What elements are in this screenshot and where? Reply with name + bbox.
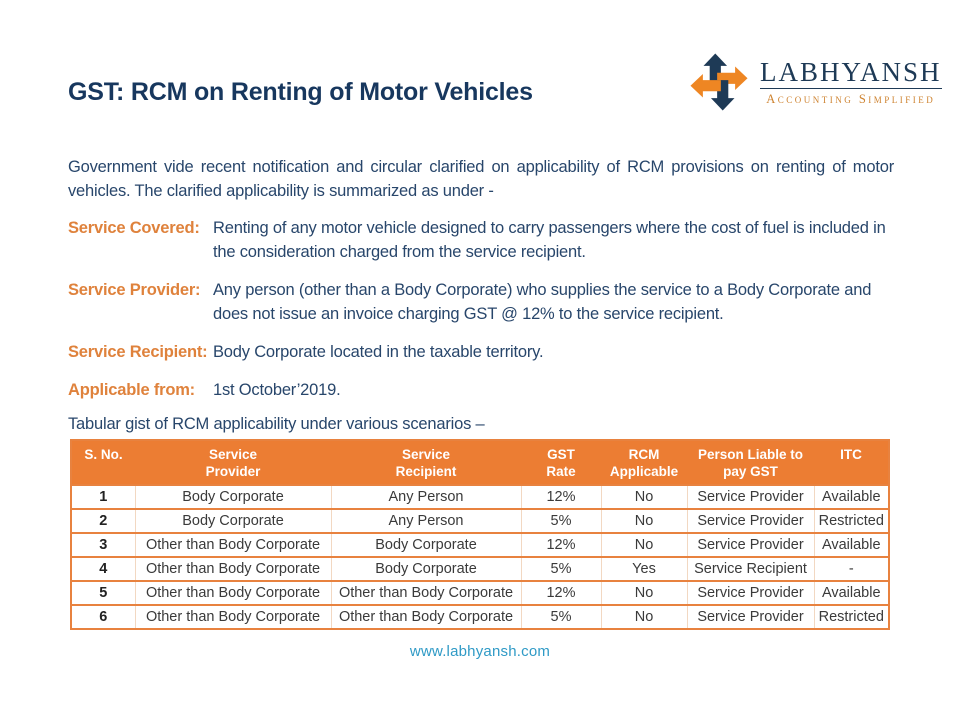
- table-cell: 12%: [520, 580, 602, 605]
- definition-row: Service Provider: Any person (other than…: [68, 278, 894, 326]
- definition-row: Applicable from: 1st October’2019.: [68, 378, 894, 402]
- logo: LABHYANSH Accounting Simplified: [688, 50, 942, 114]
- table-cell: Available: [813, 532, 889, 557]
- table-cell: Other than Body Corporate: [330, 604, 522, 629]
- definition-row: Service Covered: Renting of any motor ve…: [68, 216, 894, 264]
- table-cell: Other than Body Corporate: [134, 532, 332, 557]
- table-cell: Any Person: [330, 508, 522, 533]
- table-intro-line: Tabular gist of RCM applicability under …: [68, 415, 485, 433]
- table-cell: No: [600, 580, 688, 605]
- table-row: 6 Other than Body Corporate Other than Bod…: [71, 604, 889, 629]
- table-cell: Body Corporate: [330, 556, 522, 581]
- column-header: Person Liable to pay GST: [687, 440, 814, 485]
- definitions-list: Service Covered: Renting of any motor ve…: [68, 216, 894, 416]
- table-cell: Body Corporate: [134, 484, 332, 509]
- table-cell: Body Corporate: [330, 532, 522, 557]
- logo-name: LABHYANSH: [760, 56, 942, 87]
- column-header: GST Rate: [521, 440, 601, 485]
- logo-divider: [760, 87, 942, 89]
- table-cell: -: [813, 556, 889, 581]
- table-row: 1 Body Corporate Any Person 12% No Service Pr…: [71, 484, 889, 509]
- table-cell: Service Recipient: [686, 556, 815, 581]
- table-cell: Other than Body Corporate: [134, 580, 332, 605]
- column-header: Service Recipient: [331, 440, 521, 485]
- table-cell: 6: [71, 604, 136, 629]
- table-cell: No: [600, 484, 688, 509]
- table-cell: 5%: [520, 604, 602, 629]
- table-cell: Restricted: [813, 508, 889, 533]
- table-head: S. No. Service Provider Service Recipient G…: [71, 440, 889, 485]
- table-cell: Service Provider: [686, 580, 815, 605]
- table-cell: 5%: [520, 556, 602, 581]
- column-header: ITC: [814, 440, 889, 485]
- table-cell: Service Provider: [686, 604, 815, 629]
- table-cell: 12%: [520, 532, 602, 557]
- table-cell: Yes: [600, 556, 688, 581]
- column-header: S. No.: [71, 440, 135, 485]
- table-header-row: S. No. Service Provider Service Recipient G…: [71, 440, 889, 485]
- table-row: 4 Other than Body Corporate Body Corporate…: [71, 556, 889, 581]
- table-cell: 1: [71, 484, 136, 509]
- page-title: GST: RCM on Renting of Motor Vehicles: [68, 78, 533, 106]
- table-cell: Body Corporate: [134, 508, 332, 533]
- definition-label: Service Recipient:: [68, 343, 208, 361]
- table-cell: Other than Body Corporate: [134, 556, 332, 581]
- table-cell: 5%: [520, 508, 602, 533]
- definition-row: Service Recipient: Body Corporate locate…: [68, 340, 894, 364]
- table-cell: Service Provider: [686, 508, 815, 533]
- table-row: 3 Other than Body Corporate Body Corporate…: [71, 532, 889, 557]
- table-cell: Other than Body Corporate: [330, 580, 522, 605]
- table-cell: 2: [71, 508, 136, 533]
- pinwheel-arrows-icon: [688, 50, 750, 114]
- table-row: 2 Body Corporate Any Person 5% No Service Pro…: [71, 508, 889, 533]
- table-cell: Other than Body Corporate: [134, 604, 332, 629]
- definition-text: Body Corporate located in the taxable te…: [213, 343, 544, 361]
- table-cell: No: [600, 532, 688, 557]
- table-cell: No: [600, 508, 688, 533]
- logo-text: LABHYANSH Accounting Simplified: [760, 58, 942, 107]
- definition-text: 1st October’2019.: [213, 381, 341, 399]
- logo-tagline: Accounting Simplified: [766, 91, 936, 106]
- definition-text: Renting of any motor vehicle designed to…: [213, 219, 886, 261]
- table-cell: 3: [71, 532, 136, 557]
- rcm-scenarios-table: S. No. Service Provider Service Recipient G…: [70, 439, 890, 630]
- table-cell: Service Provider: [686, 532, 815, 557]
- column-header: Service Provider: [135, 440, 331, 485]
- website-link[interactable]: www.labhyansh.com: [409, 643, 551, 660]
- table-cell: Available: [813, 484, 889, 509]
- definition-label: Service Covered:: [68, 219, 200, 237]
- table-cell: 5: [71, 580, 136, 605]
- table-row: 5 Other than Body Corporate Other than Bod…: [71, 580, 889, 605]
- table-cell: 4: [71, 556, 136, 581]
- definition-label: Applicable from:: [68, 381, 195, 399]
- definition-text: Any person (other than a Body Corporate)…: [213, 281, 872, 323]
- definition-label: Service Provider:: [68, 281, 201, 299]
- intro-paragraph: Government vide recent notification and …: [68, 158, 894, 200]
- column-header: RCM Applicable: [601, 440, 687, 485]
- table-cell: No: [600, 604, 688, 629]
- table-cell: 12%: [520, 484, 602, 509]
- table-body: 1 Body Corporate Any Person 12% No Service Pr…: [71, 484, 889, 629]
- table-cell: Any Person: [330, 484, 522, 509]
- table-cell: Restricted: [813, 604, 889, 629]
- table-cell: Available: [813, 580, 889, 605]
- table-cell: Service Provider: [686, 484, 815, 509]
